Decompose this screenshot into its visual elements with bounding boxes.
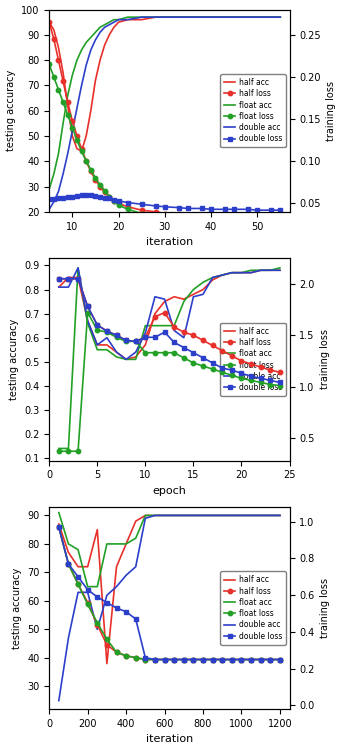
X-axis label: iteration: iteration: [146, 237, 193, 247]
Y-axis label: testing accuracy: testing accuracy: [12, 568, 22, 649]
Y-axis label: testing accuracy: testing accuracy: [5, 70, 15, 152]
Legend: half acc, half loss, float acc, float loss, double acc, double loss: half acc, half loss, float acc, float lo…: [220, 322, 286, 396]
Legend: half acc, half loss, float acc, float loss, double acc, double loss: half acc, half loss, float acc, float lo…: [220, 572, 286, 644]
X-axis label: epoch: epoch: [153, 486, 186, 496]
Y-axis label: training loss: training loss: [320, 329, 330, 389]
Y-axis label: training loss: training loss: [320, 578, 330, 638]
Y-axis label: testing accuracy: testing accuracy: [9, 319, 18, 400]
Y-axis label: training loss: training loss: [327, 81, 337, 141]
Legend: half acc, half loss, float acc, float loss, double acc, double loss: half acc, half loss, float acc, float lo…: [220, 74, 286, 147]
X-axis label: iteration: iteration: [146, 734, 193, 745]
